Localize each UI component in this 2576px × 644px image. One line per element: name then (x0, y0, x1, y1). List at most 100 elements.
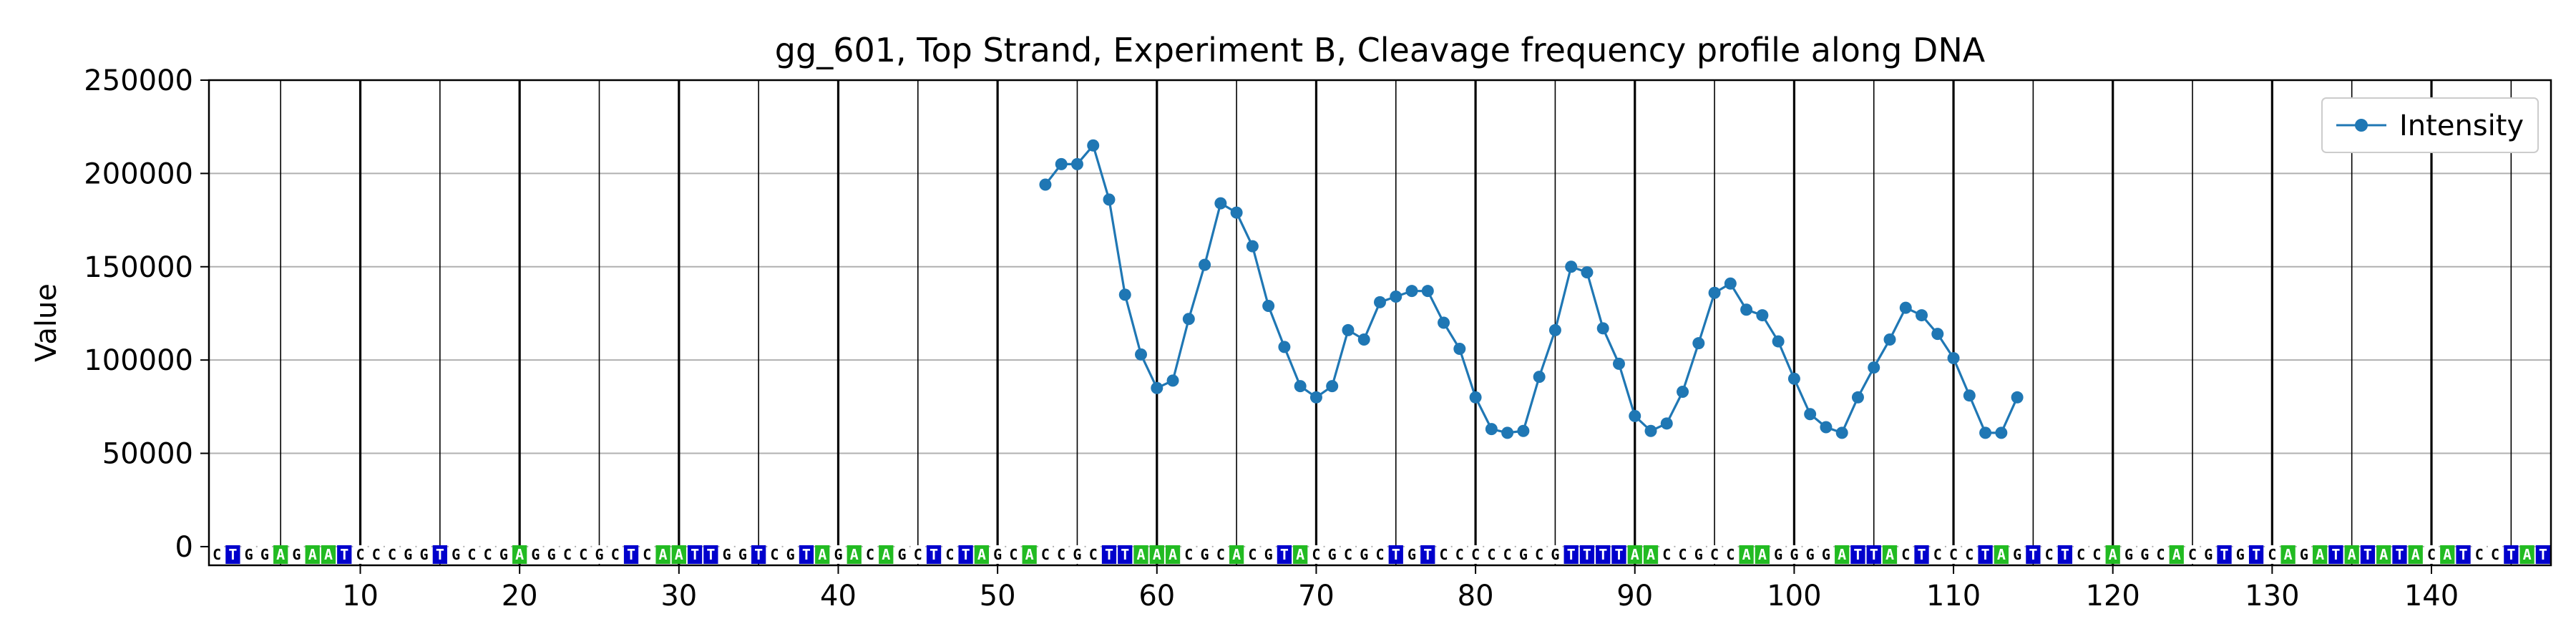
base-letter: A (977, 546, 986, 563)
base-cell (2201, 545, 2216, 564)
y-tick-label: 50000 (102, 438, 193, 471)
base-letter: C (2188, 546, 2197, 563)
base-letter: G (595, 546, 603, 563)
base-letter: G (2013, 546, 2021, 563)
base-cell (1468, 545, 1483, 564)
x-tick-label: 40 (820, 580, 857, 613)
base-cell (1818, 545, 1834, 564)
base-letter: G (1360, 546, 1368, 563)
data-point (1692, 337, 1705, 350)
base-cell (337, 545, 352, 564)
base-letter: G (2236, 546, 2245, 563)
base-letter: A (515, 546, 524, 563)
base-letter: T (2029, 546, 2037, 563)
base-letter: A (2443, 546, 2451, 563)
base-cell (1914, 545, 1929, 564)
base-letter: C (770, 546, 779, 563)
base-cell (2440, 545, 2455, 564)
data-point (1214, 197, 1227, 210)
base-cell (815, 545, 830, 564)
base-letter: G (2300, 546, 2308, 563)
base-cell (1850, 545, 1865, 564)
base-cell (1627, 545, 1642, 564)
data-point (1963, 389, 1976, 402)
base-cell (1085, 545, 1101, 564)
base-cell (1930, 545, 1945, 564)
base-cell (655, 545, 670, 564)
data-point (2011, 391, 2024, 404)
base-letter: T (1583, 546, 1591, 563)
x-tick-label: 10 (342, 580, 379, 613)
base-letter: C (1184, 546, 1193, 563)
base-letter: T (1981, 546, 1990, 563)
base-cell (862, 545, 878, 564)
base-letter: A (2172, 546, 2181, 563)
base-cell (1484, 545, 1499, 564)
base-letter: C (2268, 546, 2276, 563)
data-point (1374, 296, 1386, 308)
base-letter: A (882, 546, 890, 563)
data-point (1469, 391, 1482, 404)
base-cell (1213, 545, 1228, 564)
base-cell (1420, 545, 1435, 564)
base-letter: G (723, 546, 731, 563)
base-letter: C (372, 546, 381, 563)
base-letter: C (1009, 546, 1018, 563)
base-cell (799, 545, 814, 564)
y-tick-label: 150000 (84, 251, 193, 284)
base-cell (2153, 545, 2168, 564)
base-cell (1436, 545, 1451, 564)
base-cell (496, 545, 512, 564)
base-letter: T (1599, 546, 1607, 563)
data-point (1199, 258, 1211, 271)
base-letter: A (818, 546, 826, 563)
base-cell (2456, 545, 2471, 564)
base-letter: T (1105, 546, 1113, 563)
base-letter: G (786, 546, 795, 563)
data-point (1438, 316, 1450, 329)
base-cell (1659, 545, 1674, 564)
data-point (1182, 313, 1195, 326)
data-point (1565, 260, 1578, 273)
base-cell (432, 545, 447, 564)
base-letter: A (1646, 546, 1655, 563)
data-point (1278, 341, 1291, 353)
base-letter: T (1853, 546, 1862, 563)
data-point (1548, 323, 1561, 336)
base-cell (2009, 545, 2025, 564)
base-letter: A (1885, 546, 1894, 563)
base-letter: A (2284, 546, 2293, 563)
data-point (1899, 301, 1912, 314)
base-letter: T (2395, 546, 2404, 563)
base-letter: G (1407, 546, 1416, 563)
base-cell (1707, 545, 1722, 564)
base-cell (1229, 545, 1244, 564)
base-letter: G (2124, 546, 2133, 563)
base-cell (1802, 545, 1818, 564)
base-cell (894, 545, 909, 564)
data-point (1055, 157, 1068, 170)
base-cell (1038, 545, 1053, 564)
base-letter: C (1041, 546, 1050, 563)
base-letter: T (706, 546, 715, 563)
data-point (1995, 426, 2008, 439)
base-letter: C (1662, 546, 1671, 563)
base-cell (2392, 545, 2407, 564)
base-cell (1739, 545, 1754, 564)
base-letter: T (2331, 546, 2340, 563)
base-letter: A (1742, 546, 1751, 563)
base-letter: C (1312, 546, 1320, 563)
base-letter: G (404, 546, 412, 563)
data-point (1724, 277, 1737, 290)
data-point (1294, 380, 1307, 393)
data-point (1453, 343, 1466, 356)
data-point (1740, 303, 1753, 316)
base-letter: T (1121, 546, 1129, 563)
base-letter: A (308, 546, 317, 563)
data-point (1421, 285, 1434, 298)
base-letter: G (1073, 546, 1081, 563)
base-cell (448, 545, 464, 564)
base-cell (2121, 545, 2137, 564)
